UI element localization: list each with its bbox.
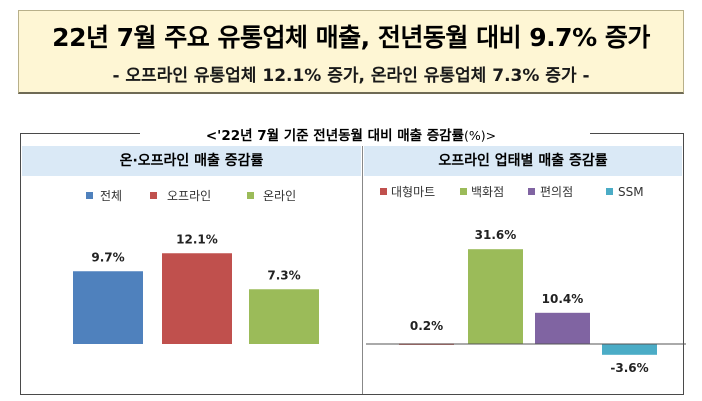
left-panel-title: 온·오프라인 매출 증감률 bbox=[22, 146, 361, 176]
legend-swatch-1-1 bbox=[460, 188, 467, 195]
headline-banner: 22년 7월 주요 유통업체 매출, 전년동월 대비 9.7% 증가 - 오프라… bbox=[18, 10, 684, 94]
right-panel-title: 오프라인 업태별 매출 증감률 bbox=[364, 146, 682, 176]
legend-label-1-2: 편의점 bbox=[540, 185, 573, 199]
legend-swatch-1-3 bbox=[606, 188, 613, 195]
frame-top-left bbox=[20, 133, 140, 134]
section-title: <'22년 7월 기준 전년동월 대비 매출 증감률(%)> bbox=[0, 124, 702, 144]
headline-title: 22년 7월 주요 유통업체 매출, 전년동월 대비 9.7% 증가 bbox=[52, 23, 650, 52]
charts-frame bbox=[20, 133, 684, 395]
panel-divider bbox=[362, 146, 363, 394]
legend-swatch-1-2 bbox=[528, 188, 535, 195]
legend-label-1-0: 대형마트 bbox=[391, 185, 435, 199]
legend-swatch-1-0 bbox=[380, 188, 387, 195]
data-label-0-0: 9.7% bbox=[91, 250, 124, 264]
data-label-1-2: 10.4% bbox=[542, 292, 584, 306]
legend-label-0-0: 전체 bbox=[100, 189, 122, 203]
section-title-text: <'22년 7월 기준 전년동월 대비 매출 증감률 bbox=[205, 128, 464, 144]
data-label-1-0: 0.2% bbox=[410, 319, 443, 333]
legend-swatch-0-0 bbox=[86, 192, 93, 199]
legend-swatch-0-2 bbox=[247, 192, 254, 199]
legend-label-1-3: SSM bbox=[618, 185, 644, 199]
bar-0-0 bbox=[73, 271, 143, 344]
data-label-1-1: 31.6% bbox=[475, 228, 517, 242]
bar-0-2 bbox=[249, 289, 319, 344]
bar-1-3 bbox=[602, 344, 657, 355]
data-label-0-2: 7.3% bbox=[267, 268, 300, 282]
legend-label-0-1: 오프라인 bbox=[167, 189, 211, 203]
section-title-unit: (%)> bbox=[464, 128, 497, 143]
data-label-0-1: 12.1% bbox=[176, 232, 218, 246]
data-label-1-3: -3.6% bbox=[610, 361, 648, 375]
legend-swatch-0-1 bbox=[150, 192, 157, 199]
frame-top-right bbox=[590, 133, 684, 134]
bar-0-1 bbox=[162, 253, 232, 344]
bar-1-2 bbox=[535, 312, 590, 344]
legend-label-0-2: 온라인 bbox=[263, 189, 296, 203]
headline-subtitle: - 오프라인 유통업체 12.1% 증가, 온라인 유통업체 7.3% 증가 - bbox=[112, 66, 590, 86]
bar-1-1 bbox=[468, 249, 523, 344]
legend-label-1-1: 백화점 bbox=[471, 185, 504, 199]
